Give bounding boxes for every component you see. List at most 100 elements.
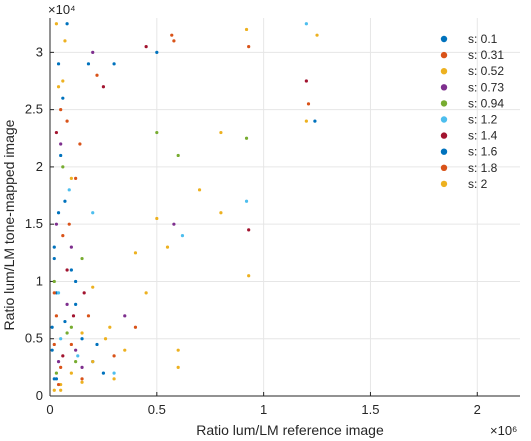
data-point — [172, 222, 176, 226]
data-point — [101, 371, 106, 375]
data-point — [112, 371, 116, 375]
data-point — [165, 245, 170, 249]
data-point — [59, 365, 63, 369]
data-points — [50, 22, 319, 392]
data-point — [69, 325, 73, 329]
legend-marker — [440, 51, 448, 59]
data-point — [103, 337, 108, 341]
data-point — [78, 142, 82, 146]
data-point — [74, 348, 78, 352]
legend-entry-label: s: 0.31 — [468, 48, 504, 62]
series-group — [54, 50, 176, 369]
legend-entry-label: s: 2 — [468, 177, 488, 191]
data-point — [65, 331, 69, 335]
legend-marker — [440, 180, 448, 188]
grid — [49, 18, 520, 397]
data-point — [244, 136, 249, 140]
data-point — [86, 314, 91, 318]
legend-entry-label: s: 1.2 — [468, 113, 498, 127]
legend-marker — [440, 116, 448, 123]
data-point — [91, 285, 95, 289]
data-point — [69, 342, 73, 347]
y-tick-label: 1 — [36, 273, 43, 288]
x-tick-label: 1.5 — [361, 402, 379, 417]
data-point — [59, 153, 63, 158]
data-point — [91, 50, 95, 54]
data-point — [80, 256, 84, 261]
data-point — [56, 382, 61, 387]
data-point — [74, 176, 78, 180]
y-tick-label: 2.5 — [25, 102, 43, 117]
data-point — [304, 79, 308, 83]
data-point — [155, 130, 159, 135]
data-point — [50, 325, 54, 329]
series-group — [52, 39, 176, 381]
data-point — [52, 256, 56, 261]
legend-entry-label: s: 1.6 — [468, 145, 498, 159]
data-point — [82, 291, 86, 295]
x-axis-label: Ratio lum/LM reference image — [196, 422, 384, 438]
series-group — [56, 22, 308, 375]
legend-entry-label: s: 1.4 — [468, 129, 498, 143]
data-point — [67, 222, 71, 226]
legend-entry-label: s: 0.52 — [468, 64, 504, 78]
data-point — [86, 62, 91, 66]
y-tick-label: 2 — [36, 159, 43, 174]
y-tick-label: 0 — [36, 388, 43, 403]
data-point — [69, 371, 73, 375]
data-point — [59, 337, 63, 341]
data-point — [69, 268, 73, 272]
data-point — [304, 22, 308, 26]
data-point — [63, 319, 67, 324]
legend-marker — [440, 132, 448, 139]
data-point — [180, 234, 185, 238]
data-point — [112, 354, 116, 358]
data-point — [71, 314, 76, 318]
series-group — [54, 45, 308, 358]
data-point — [74, 302, 78, 306]
data-point — [112, 377, 116, 381]
data-point — [133, 251, 138, 255]
data-point — [313, 119, 317, 123]
data-point — [61, 96, 65, 100]
data-point — [176, 153, 180, 158]
data-point — [155, 50, 159, 54]
data-point — [76, 354, 80, 358]
data-point — [112, 62, 116, 66]
data-point — [65, 22, 69, 26]
legend-marker — [440, 84, 448, 91]
legend[interactable]: s: 0.1 s: 0.31 s: 0.52 s: 0.73 s: 0.94 s: 1.2… — [440, 32, 505, 191]
series-group — [54, 22, 251, 392]
data-point — [219, 211, 223, 215]
series-group — [50, 50, 317, 381]
axes: 0 0.5 1 1.5 2 0 0.5 1 1.5 2 2.5 3 — [25, 18, 520, 417]
data-point — [59, 108, 63, 112]
data-point — [80, 331, 84, 335]
data-point — [52, 342, 56, 347]
data-point — [91, 211, 95, 215]
data-point — [56, 62, 61, 66]
data-point — [56, 291, 61, 295]
legend-marker — [440, 148, 448, 155]
series-group — [52, 27, 319, 392]
data-point — [244, 199, 249, 203]
data-point — [52, 245, 56, 249]
data-point — [65, 302, 69, 306]
data-point — [54, 22, 59, 26]
legend-marker — [440, 164, 448, 171]
data-point — [123, 314, 127, 318]
data-point — [80, 365, 84, 369]
data-point — [59, 388, 63, 392]
data-point — [67, 188, 71, 192]
data-point — [61, 79, 65, 83]
data-point — [95, 342, 99, 347]
data-point — [54, 371, 59, 375]
data-point — [144, 291, 148, 295]
data-point — [52, 388, 56, 392]
x-tick-label: 1 — [260, 402, 267, 417]
data-point — [219, 130, 223, 135]
x-exponent-label: ×10⁶ — [490, 423, 517, 438]
data-point — [95, 73, 99, 77]
data-point — [54, 314, 59, 318]
